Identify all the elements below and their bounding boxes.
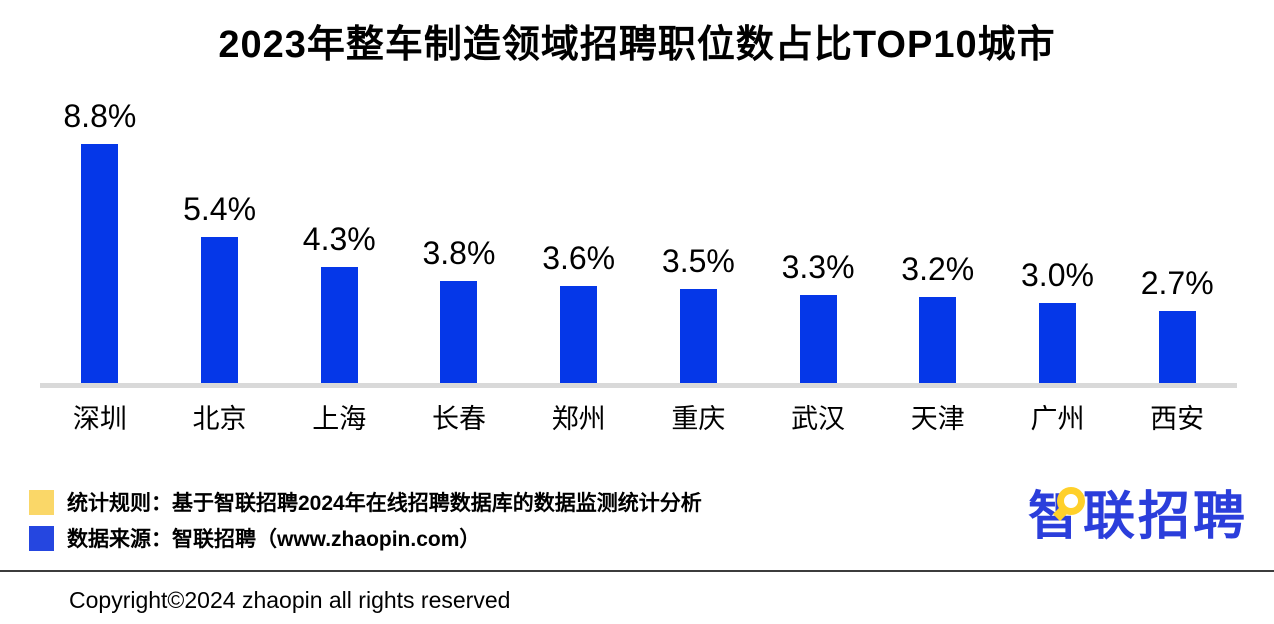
bar [201,237,239,385]
bar [320,267,358,385]
city-label: 广州 [1030,404,1085,434]
bar-column: 3.3% [758,0,878,385]
bar [440,280,478,385]
city-label: 武汉 [791,404,846,434]
bar-columns: 8.8% 5.4% 4.3% 3.8% 3.6% 3.5% 3.3% 3.2% 3.0% 2.7% [40,0,1237,385]
bar-value-label: 3.0% [1021,256,1094,293]
copyright-text: Copyright©2024 zhaopin all rights reserv… [69,587,511,613]
bar-column: 4.3% [279,0,399,385]
bar [81,143,119,385]
city-label: 深圳 [72,404,127,434]
logo-speech-bubble-icon [1057,487,1085,515]
bar-column: 3.2% [878,0,998,385]
bar-value-label: 3.5% [661,243,735,280]
bar-value-label: 3.2% [901,251,975,288]
note-text: 数据来源：智联招聘（www.zhaopin.com） [67,528,481,551]
bar-column: 3.0% [998,0,1118,385]
yellow-swatch-icon [29,489,54,515]
city-label: 西安 [1150,404,1205,434]
bar [919,297,957,385]
zhaopin-logo: 智联招聘 [1028,484,1248,550]
city-label: 北京 [192,404,247,434]
bar-column: 3.5% [639,0,759,385]
city-label: 郑州 [551,404,606,434]
chart-title: 2023年整车制造领域招聘职位数占比TOP10城市 [218,24,1056,66]
bar [679,289,717,385]
city-label: 上海 [312,404,367,434]
bar-value-label: 2.7% [1140,265,1214,302]
bar [560,286,598,385]
city-labels: 深圳 北京 上海 长春 郑州 重庆 武汉 天津 广州 西安 [40,403,1237,435]
bar-value-label: 5.4% [183,191,257,228]
note-data-source: 数据来源：智联招聘（www.zhaopin.com） [29,523,480,553]
blue-swatch-icon [29,525,54,551]
bar [1158,311,1196,385]
bar [799,294,837,385]
city-label: 重庆 [671,404,726,434]
bar-value-label: 8.8% [63,97,137,134]
note-text: 统计规则：基于智联招聘2024年在线招聘数据库的数据监测统计分析 [67,492,702,515]
bar-value-label: 3.6% [542,240,616,277]
city-label: 长春 [431,404,486,434]
city-label: 天津 [910,404,965,434]
bar-value-label: 3.8% [422,234,496,271]
note-statistics-rule: 统计规则：基于智联招聘2024年在线招聘数据库的数据监测统计分析 [29,487,702,517]
bar-value-label: 4.3% [302,221,376,258]
x-axis-line [40,383,1237,388]
bar-column: 8.8% [40,0,160,385]
bar-column: 3.8% [399,0,519,385]
bar-column: 2.7% [1117,0,1237,385]
bar [1038,302,1076,385]
bar-value-label: 3.3% [781,248,855,285]
bar-column: 3.6% [519,0,639,385]
bar-column: 5.4% [160,0,280,385]
footer-divider [0,570,1274,572]
